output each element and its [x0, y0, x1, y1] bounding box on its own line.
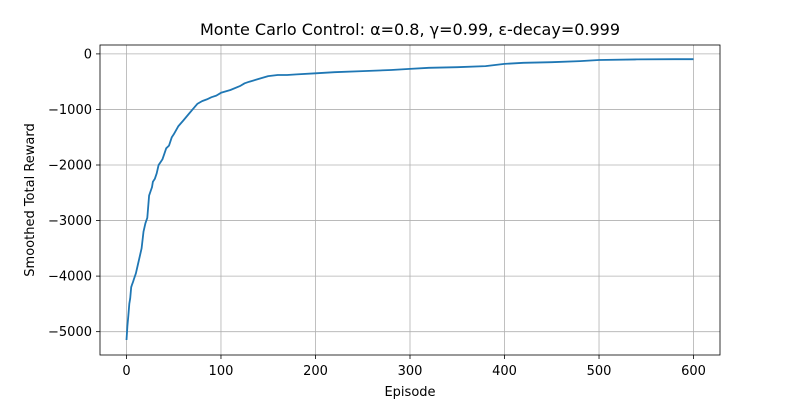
- x-tick-label: 600: [681, 364, 706, 379]
- x-tick-label: 200: [303, 364, 328, 379]
- series-line: [125, 58, 694, 341]
- y-tick-label: −4000: [48, 270, 92, 285]
- series-layer: [125, 58, 694, 341]
- y-tick-label: −1000: [48, 103, 92, 118]
- y-tick-label: −2000: [48, 159, 92, 174]
- gridlines: [100, 45, 720, 355]
- x-tick-label: 300: [398, 364, 423, 379]
- x-tick-label: 500: [587, 364, 612, 379]
- axis-ticks: 0 100 200 300 400 500 600 0 −1000 −2000 −3000 −4000…: [48, 47, 706, 379]
- x-tick-label: 100: [209, 364, 234, 379]
- x-axis-label: Episode: [384, 385, 435, 400]
- x-tick-label: 0: [122, 364, 130, 379]
- y-tick-label: −5000: [48, 325, 92, 340]
- y-tick-label: −3000: [48, 214, 92, 229]
- y-axis-label: Smoothed Total Reward: [23, 123, 38, 276]
- chart-title: Monte Carlo Control: α=0.8, γ=0.99, ε-de…: [200, 20, 620, 39]
- x-tick-label: 400: [492, 364, 517, 379]
- y-tick-label: 0: [84, 47, 92, 62]
